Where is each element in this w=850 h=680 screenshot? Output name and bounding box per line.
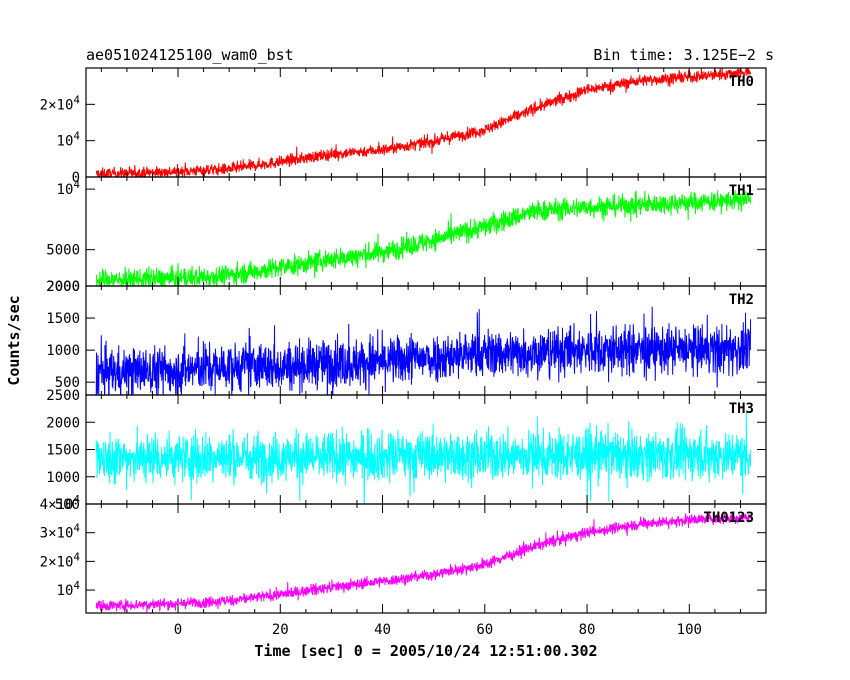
y-axis-label: Counts/sec: [5, 295, 23, 385]
x-tick-label: 100: [677, 622, 702, 638]
x-tick-label: 40: [374, 622, 391, 638]
series-line-th3: [95, 410, 752, 504]
series-line-th0123: [95, 512, 752, 613]
y-tick-label: 2500: [46, 388, 80, 404]
y-tick-label: 500: [55, 497, 80, 513]
x-tick-label: 60: [476, 622, 493, 638]
panel-frame: [85, 67, 767, 178]
y-tick-label: 2000: [46, 279, 80, 295]
series-label-th3: TH3: [729, 401, 754, 417]
y-tick-label: 500: [55, 375, 80, 391]
y-tick-label: 104: [57, 579, 81, 599]
x-axis-label: Time [sec] 0 = 2005/10/24 12:51:00.302: [254, 642, 597, 660]
y-tick-label: 2000: [46, 415, 80, 431]
panel-th0123: 104 2×104 3×104 4×104 TH0123: [40, 493, 767, 614]
y-tick-label: 4×104: [40, 493, 81, 513]
chart-title: ae051024125100_wam0_bst: [86, 46, 294, 64]
y-tick-label: 104: [57, 130, 81, 150]
y-tick-label: 104: [57, 178, 81, 198]
y-tick-label: 3×104: [40, 522, 81, 542]
y-tick-label: 1500: [46, 311, 80, 327]
y-tick-label: 2×104: [40, 93, 81, 113]
panel-frame: [85, 503, 767, 614]
series-label-th0123: TH0123: [703, 510, 754, 526]
series-line-th1: [95, 190, 752, 286]
x-tick-label: 0: [174, 622, 182, 638]
y-tick-label: 1000: [46, 470, 80, 486]
series-label-th2: TH2: [729, 292, 754, 308]
series-label-th1: TH1: [729, 183, 754, 199]
panel-th3: 500 1000 1500 2000 2500 TH3: [46, 388, 767, 513]
panel-th2: 500 1000 1500 2000 TH2: [46, 279, 767, 396]
y-tick-label: 1500: [46, 443, 80, 459]
panel-th0: 0 104 2×104 TH0: [40, 67, 767, 186]
series-label-th0: TH0: [729, 74, 754, 90]
y-tick-label: 2000: [46, 279, 80, 295]
y-tick-label: 0: [72, 170, 80, 186]
y-tick-label: 5000: [46, 243, 80, 259]
series-line-th2: [95, 306, 752, 395]
x-tick-label: 20: [272, 622, 289, 638]
bin-time-label: Bin time: 3.125E−2 s: [593, 46, 774, 64]
y-tick-label: 2×104: [40, 550, 81, 570]
x-tick-label: 80: [579, 622, 596, 638]
panel-frame: [85, 176, 767, 287]
y-tick-label: 1000: [46, 343, 80, 359]
panel-th1: 2000 5000 104 TH1: [46, 176, 767, 295]
series-line-th0: [96, 68, 752, 177]
